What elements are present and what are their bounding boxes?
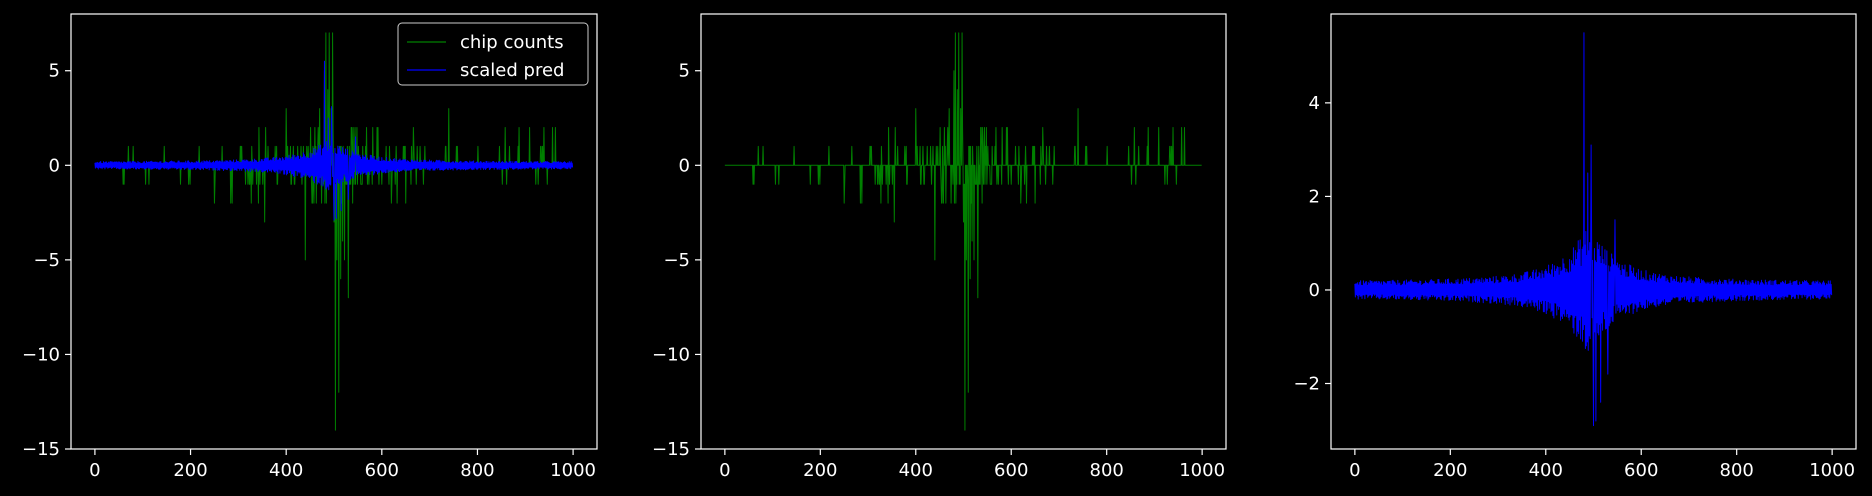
y-tick-label: −2 [1293, 374, 1320, 395]
y-tick-label: 2 [1309, 186, 1320, 207]
series-line-counts [724, 32, 1202, 431]
x-tick-label: 200 [173, 460, 207, 481]
y-tick-label: −10 [22, 344, 60, 365]
x-tick-label: 200 [1433, 460, 1467, 481]
y-tick-label: −15 [652, 439, 690, 460]
y-tick-label: −15 [22, 439, 60, 460]
y-tick-label: 5 [49, 61, 60, 82]
axes-frame [70, 13, 598, 450]
axes-frame [1330, 13, 1857, 450]
series-line-counts [94, 32, 573, 431]
axes-frame [700, 13, 1227, 450]
x-tick-label: 800 [1090, 460, 1124, 481]
chart-panel-1: 0 200 400 600 800 1000 −15 −10 −5 0 5 chip counts sc… [22, 13, 598, 481]
x-tick-label: 400 [1529, 460, 1563, 481]
x-tick-label: 1000 [1809, 460, 1855, 481]
x-tick-label: 0 [89, 460, 100, 481]
series-line-pred [1354, 32, 1833, 427]
y-tick-label: 4 [1309, 93, 1320, 114]
x-tick-label: 400 [899, 460, 933, 481]
series-line-pred [94, 60, 574, 221]
x-tick-label: 400 [269, 460, 303, 481]
x-tick-label: 200 [803, 460, 837, 481]
chart-panel-3: 0 200 400 600 800 1000 −2 0 2 4 [1293, 13, 1857, 481]
chart-panel-2: 0 200 400 600 800 1000 −15 −10 −5 0 5 [652, 13, 1227, 481]
y-tick-label: 0 [1309, 280, 1320, 301]
legend-label: chip counts [460, 32, 564, 53]
x-tick-label: 1000 [1179, 460, 1225, 481]
x-tick-label: 600 [1624, 460, 1658, 481]
y-tick-label: 0 [679, 155, 690, 176]
y-tick-label: 5 [679, 61, 690, 82]
x-tick-label: 0 [1349, 460, 1360, 481]
x-tick-label: 1000 [550, 460, 596, 481]
x-tick-label: 800 [460, 460, 494, 481]
x-tick-label: 800 [1720, 460, 1754, 481]
x-tick-label: 600 [994, 460, 1028, 481]
y-tick-label: −5 [663, 250, 690, 271]
y-tick-label: 0 [49, 155, 60, 176]
x-tick-label: 0 [719, 460, 730, 481]
legend: chip counts scaled pred [397, 22, 589, 86]
x-tick-label: 600 [365, 460, 399, 481]
legend-label: scaled pred [460, 60, 564, 81]
y-tick-label: −5 [33, 250, 60, 271]
y-tick-label: −10 [652, 344, 690, 365]
